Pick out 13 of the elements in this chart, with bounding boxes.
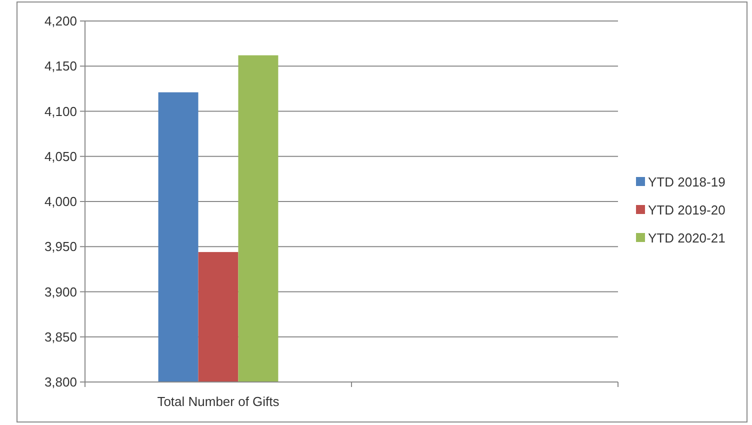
legend-label: YTD 2018-19 [648, 174, 726, 190]
y-tick-label: 3,900 [44, 284, 77, 300]
y-tick-label: 3,950 [44, 239, 77, 254]
legend-label: YTD 2019-20 [648, 202, 726, 218]
y-tick-label: 4,150 [44, 58, 77, 74]
y-tick-label: 4,100 [44, 104, 77, 119]
y-tick-label: 3,800 [44, 374, 77, 390]
x-tick-label: Total Number of Gifts [157, 394, 280, 409]
y-tick-label: 4,000 [44, 194, 77, 210]
legend-label: YTD 2020-21 [648, 230, 726, 246]
y-tick-label: 3,850 [44, 329, 77, 344]
y-tick-label: 4,200 [44, 14, 77, 29]
y-tick-label: 4,050 [44, 148, 77, 164]
